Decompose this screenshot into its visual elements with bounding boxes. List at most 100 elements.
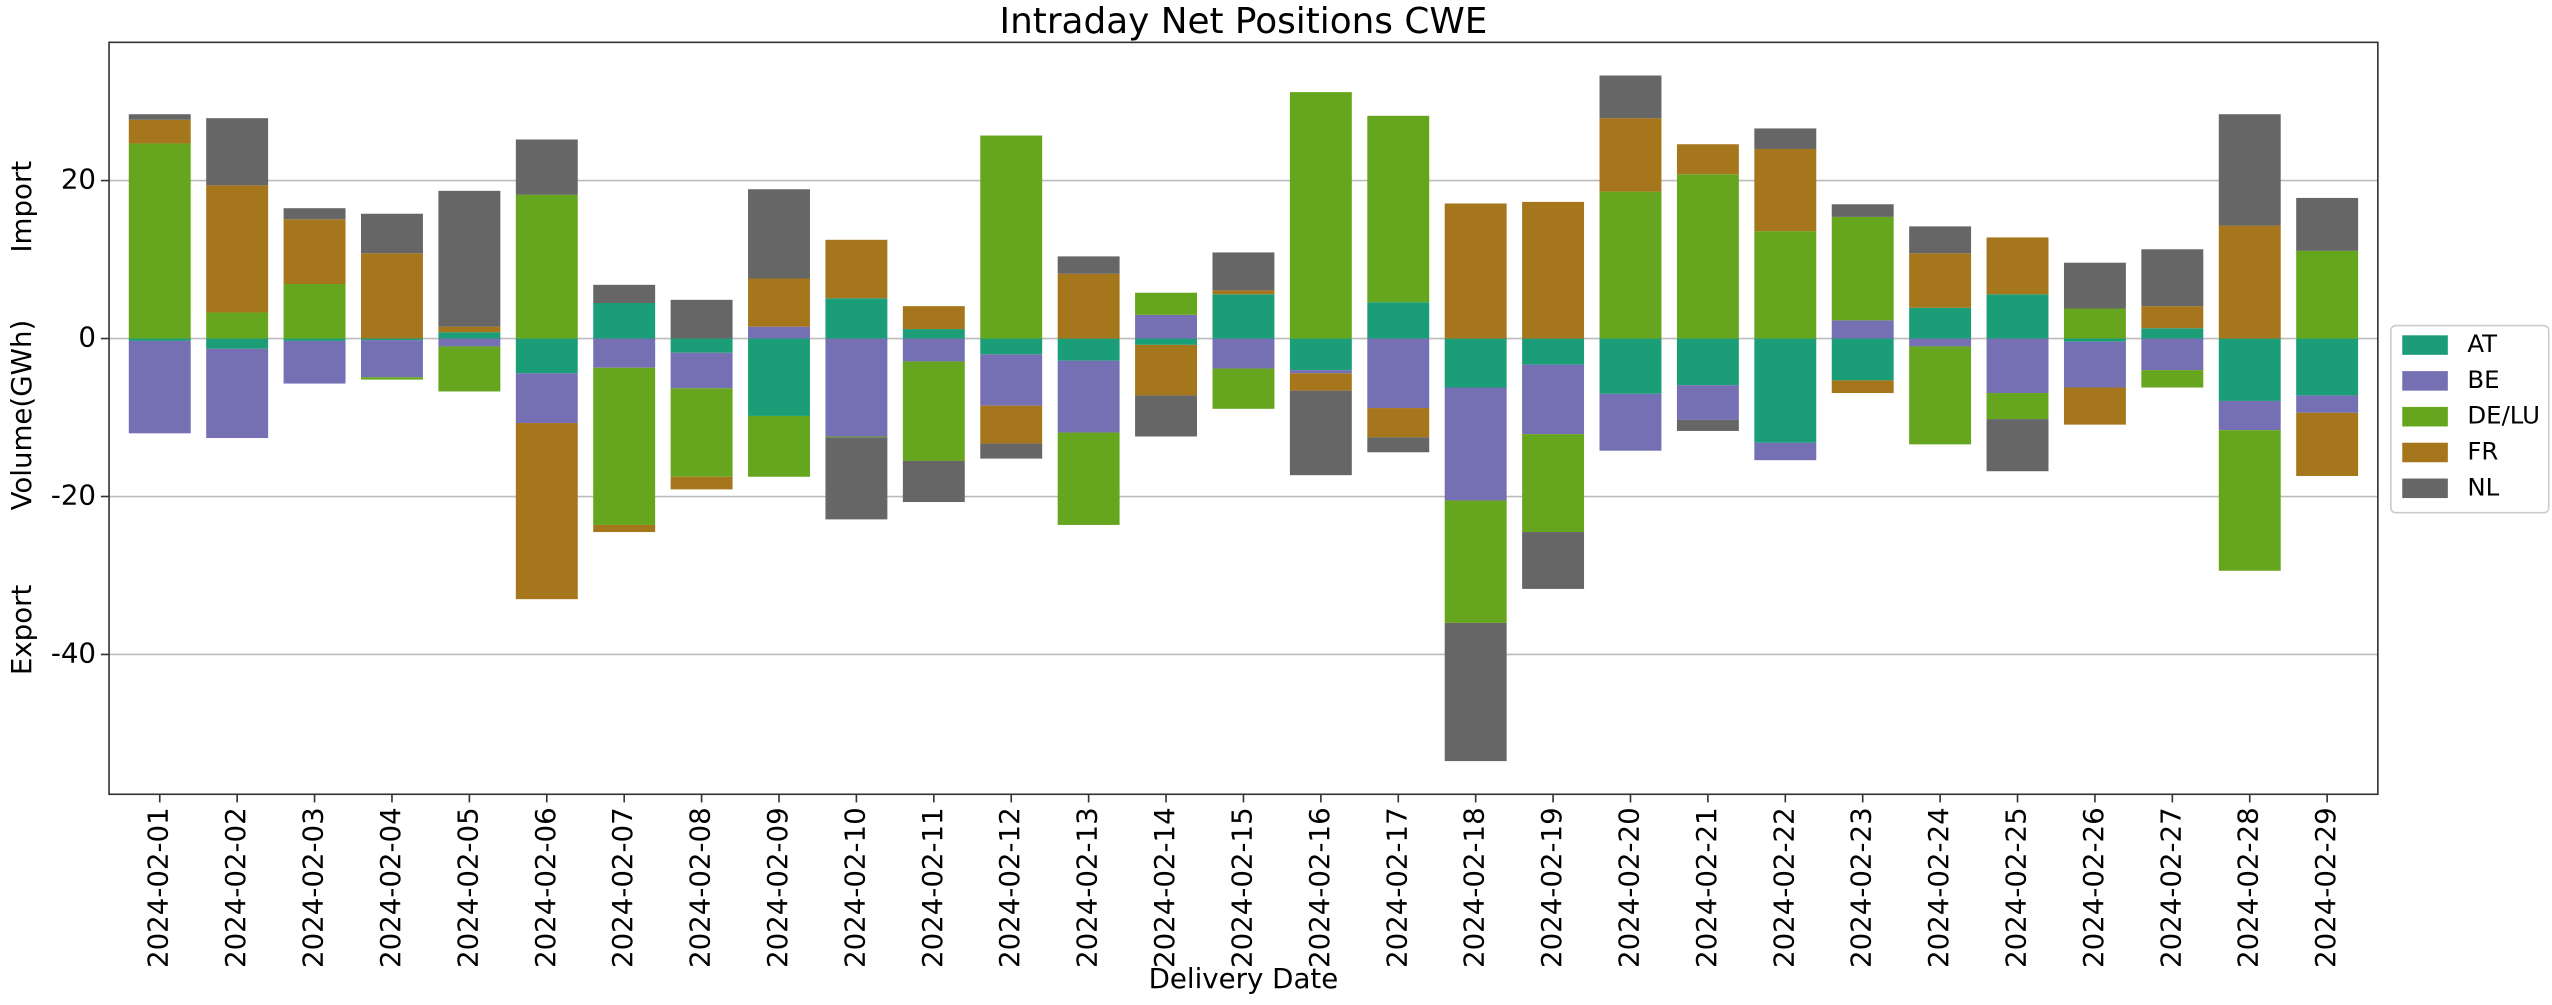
y-tick-label: -40 (51, 636, 96, 669)
x-tick-label: 2024-02-20 (1612, 807, 1645, 968)
bar-segment (515, 423, 578, 600)
bar-segment (1212, 338, 1275, 369)
bar-segment (128, 119, 191, 144)
bar-segment (2218, 338, 2281, 401)
bar-segment (1135, 395, 1198, 437)
bar-segment (1289, 373, 1352, 391)
x-tick-label: 2024-02-17 (1380, 807, 1413, 968)
bar-segment (980, 135, 1043, 339)
bar-segment (283, 340, 346, 384)
x-tick-label: 2024-02-22 (1767, 807, 1800, 968)
bar-segment (1909, 253, 1972, 308)
bar-segment (1367, 302, 1430, 339)
x-tick-label: 2024-02-12 (993, 807, 1026, 968)
bar-segment (1909, 346, 1972, 445)
bar-segment (825, 338, 888, 437)
legend-swatch (2402, 371, 2448, 391)
x-tick-label: 2024-02-21 (1690, 807, 1723, 968)
x-tick-label: 2024-02-29 (2309, 807, 2342, 968)
bar-segment (283, 338, 346, 341)
bar-segment (1367, 338, 1430, 409)
legend-label: NL (2467, 472, 2499, 501)
bar-segment (1599, 393, 1662, 451)
bar-segment (515, 373, 578, 424)
bar-segment (748, 338, 810, 416)
bar-segment (1986, 237, 2049, 295)
bar-segment (206, 312, 269, 339)
bar-segment (1754, 338, 1817, 443)
bar-segment (1289, 370, 1352, 374)
bar-segment (593, 338, 656, 368)
bar-segment (1057, 360, 1120, 433)
bar-segment (1212, 294, 1275, 339)
bar-segment (1444, 622, 1507, 762)
bar-segment (670, 299, 733, 339)
bar-segment (1212, 290, 1275, 295)
bar-segment (1754, 442, 1817, 461)
bar-segment (1831, 216, 1894, 321)
bar-segment (748, 415, 810, 477)
x-tick-label: 2024-02-13 (1071, 807, 1104, 968)
y-tick-label: 0 (78, 321, 96, 354)
bar-segment (902, 460, 965, 503)
x-tick-label: 2024-02-25 (2000, 807, 2033, 968)
bar-segment (2063, 338, 2126, 342)
plot-area (109, 75, 2378, 762)
bar-segment (1135, 338, 1198, 345)
bar-segment (1289, 390, 1352, 476)
bar-segment (670, 338, 733, 353)
bar-segment (1676, 338, 1739, 386)
x-tick-label: 2024-02-23 (1845, 807, 1878, 968)
bar-segment (1367, 437, 1430, 453)
bar-segment (980, 443, 1043, 459)
bar-segment (1909, 338, 1972, 347)
bar-segment (1599, 118, 1662, 192)
bar-segment (825, 436, 888, 438)
bar-segment (1909, 226, 1972, 254)
x-tick-label: 2024-02-14 (1148, 807, 1181, 968)
bar-segment (902, 361, 965, 461)
bar-segment (1057, 338, 1120, 361)
x-tick-label: 2024-02-09 (761, 807, 794, 968)
bar-segment (980, 338, 1043, 355)
bar-segment (1057, 256, 1120, 274)
x-tick-label: 2024-02-07 (606, 807, 639, 968)
import-annotation: Import (5, 161, 38, 253)
bar-segment (2063, 341, 2126, 388)
bar-segment (1444, 203, 1507, 339)
bar-segment (2063, 387, 2126, 425)
export-annotation: Export (5, 584, 38, 675)
bar-segment (748, 189, 810, 279)
bar-segment (2063, 262, 2126, 309)
x-tick-label: 2024-02-27 (2154, 807, 2187, 968)
bar-segment (2141, 306, 2204, 329)
bar-segment (2218, 114, 2281, 226)
bar-segment (361, 377, 423, 380)
bar-segment (2296, 250, 2359, 339)
x-tick-label: 2024-02-15 (1225, 807, 1258, 968)
bar-segment (1986, 338, 2049, 394)
legend-label: FR (2467, 436, 2498, 465)
bar-segment (825, 437, 888, 520)
bar-segment (2218, 430, 2281, 571)
bar-segment (902, 329, 965, 339)
bar-segment (1831, 380, 1894, 394)
bar-segment (438, 338, 501, 347)
bar-segment (1367, 115, 1430, 303)
x-tick-label: 2024-02-06 (529, 807, 562, 968)
bar-segment (1599, 191, 1662, 339)
x-tick-label: 2024-02-28 (2232, 807, 2265, 968)
bar-segment (1676, 385, 1739, 420)
bar-segment (902, 306, 965, 330)
bar-segment (283, 208, 346, 220)
bar-segment (2296, 412, 2359, 476)
bar-segment (438, 346, 501, 392)
bar-segment (128, 340, 191, 434)
bar-segment (1831, 320, 1894, 339)
y-axis-label: Volume(GWh) (5, 320, 38, 511)
bar-segment (361, 340, 423, 378)
bar-segment (361, 253, 423, 339)
x-tick-label: 2024-02-19 (1535, 807, 1568, 968)
bar-segment (670, 388, 733, 477)
